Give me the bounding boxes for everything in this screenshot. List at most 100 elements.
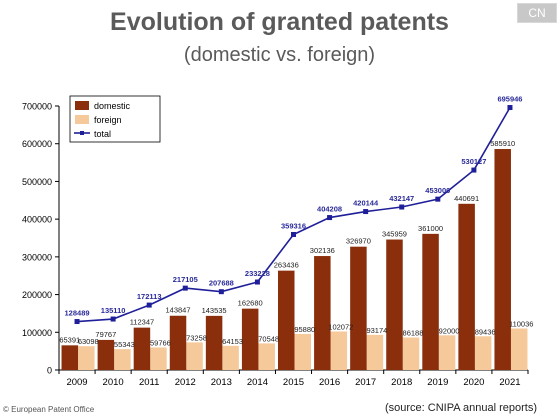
- foreign-bar: [403, 337, 420, 370]
- foreign-value-label: 59766: [150, 338, 171, 347]
- x-tick-label: 2019: [427, 377, 448, 388]
- source-text: (source: CNIPA annual reports): [385, 402, 537, 414]
- total-value-label: 172113: [137, 292, 162, 301]
- domestic-bar: [98, 340, 115, 370]
- domestic-value-label: 143535: [202, 306, 227, 315]
- foreign-bar: [222, 346, 239, 370]
- x-tick-label: 2020: [463, 377, 484, 388]
- x-tick-label: 2013: [211, 377, 232, 388]
- foreign-bar: [258, 343, 275, 370]
- x-tick-label: 2015: [283, 377, 304, 388]
- total-value-label: 359316: [281, 221, 306, 230]
- total-value-label: 420144: [353, 199, 379, 208]
- foreign-value-label: 110036: [509, 320, 533, 329]
- foreign-value-label: 73258: [186, 333, 207, 342]
- x-tick-label: 2017: [355, 377, 376, 388]
- total-value-label: 217105: [173, 275, 198, 284]
- y-tick-label: 600000: [22, 139, 52, 149]
- y-tick-label: 500000: [22, 177, 52, 187]
- total-value-label: 135110: [101, 306, 126, 315]
- copyright-text: © European Patent Office: [3, 405, 94, 414]
- total-value-label: 530127: [461, 157, 486, 166]
- legend-label: total: [94, 129, 111, 139]
- domestic-bar: [350, 247, 367, 370]
- legend: domestic foreign total: [70, 96, 160, 142]
- foreign-bar: [511, 329, 528, 370]
- total-value-label: 404208: [317, 205, 342, 214]
- total-value-label: 695946: [497, 95, 522, 104]
- domestic-bar: [422, 234, 439, 370]
- foreign-bar: [150, 347, 167, 370]
- total-value-label: 233228: [245, 269, 270, 278]
- foreign-value-label: 93174: [366, 326, 387, 335]
- legend-swatch-foreign: [75, 115, 89, 124]
- foreign-value-label: 86188: [403, 328, 424, 337]
- total-point: [183, 286, 188, 291]
- x-tick-label: 2009: [66, 377, 87, 388]
- domestic-value-label: 79767: [95, 330, 116, 339]
- domestic-value-label: 361000: [418, 224, 443, 233]
- legend-label: foreign: [94, 115, 122, 125]
- domestic-bar: [386, 240, 403, 370]
- total-point: [471, 168, 476, 173]
- domestic-value-label: 440691: [454, 194, 479, 203]
- foreign-value-label: 64153: [222, 337, 243, 346]
- total-point: [363, 209, 368, 214]
- y-tick-label: 100000: [22, 328, 52, 338]
- foreign-value-label: 70548: [258, 334, 279, 343]
- domestic-value-label: 143847: [166, 306, 191, 315]
- total-point: [75, 319, 80, 324]
- domestic-value-label: 263436: [274, 261, 299, 270]
- x-tick-label: 2021: [499, 377, 520, 388]
- total-point: [507, 105, 512, 110]
- total-point: [255, 280, 260, 285]
- y-tick-label: 300000: [22, 252, 52, 262]
- domestic-bar: [242, 309, 259, 370]
- x-tick-label: 2010: [103, 377, 124, 388]
- foreign-value-label: 55343: [114, 340, 135, 349]
- total-point: [399, 205, 404, 210]
- y-tick-label: 700000: [22, 102, 52, 112]
- foreign-value-label: 102072: [328, 323, 353, 332]
- foreign-bar: [295, 334, 312, 370]
- domestic-bar: [134, 328, 151, 370]
- foreign-bar: [78, 346, 95, 370]
- total-value-label: 128489: [65, 309, 90, 318]
- legend-swatch-total-marker: [80, 131, 84, 135]
- domestic-bar: [494, 149, 511, 370]
- total-point: [327, 215, 332, 220]
- total-point: [291, 232, 296, 237]
- x-tick-label: 2018: [391, 377, 412, 388]
- y-tick-label: 400000: [22, 215, 52, 225]
- foreign-bar: [186, 342, 203, 370]
- total-point: [147, 303, 152, 308]
- domestic-bar: [314, 256, 331, 370]
- foreign-bar: [367, 335, 384, 370]
- domestic-value-label: 302136: [310, 246, 335, 255]
- domestic-value-label: 326970: [346, 237, 371, 246]
- domestic-bar: [206, 316, 223, 370]
- y-tick-label: 200000: [22, 290, 52, 300]
- domestic-bar: [62, 345, 79, 370]
- x-tick-label: 2012: [175, 377, 196, 388]
- foreign-bar: [439, 335, 456, 370]
- domestic-bar: [278, 271, 295, 370]
- foreign-value-label: 92000: [439, 326, 460, 335]
- y-tick-label: 0: [47, 366, 52, 376]
- total-value-label: 453000: [425, 186, 450, 195]
- total-value-label: 207688: [209, 279, 234, 288]
- domestic-value-label: 162680: [238, 299, 263, 308]
- x-tick-label: 2011: [139, 377, 159, 388]
- foreign-value-label: 89436: [475, 327, 496, 336]
- total-value-label: 432147: [389, 194, 414, 203]
- foreign-bar: [331, 332, 348, 370]
- foreign-value-label: 95880: [294, 325, 315, 334]
- domestic-value-label: 112347: [130, 318, 154, 327]
- legend-label: domestic: [94, 101, 131, 111]
- foreign-bar: [114, 349, 131, 370]
- domestic-value-label: 345959: [382, 230, 407, 239]
- total-point: [219, 289, 224, 294]
- x-tick-label: 2014: [247, 377, 268, 388]
- total-point: [435, 197, 440, 202]
